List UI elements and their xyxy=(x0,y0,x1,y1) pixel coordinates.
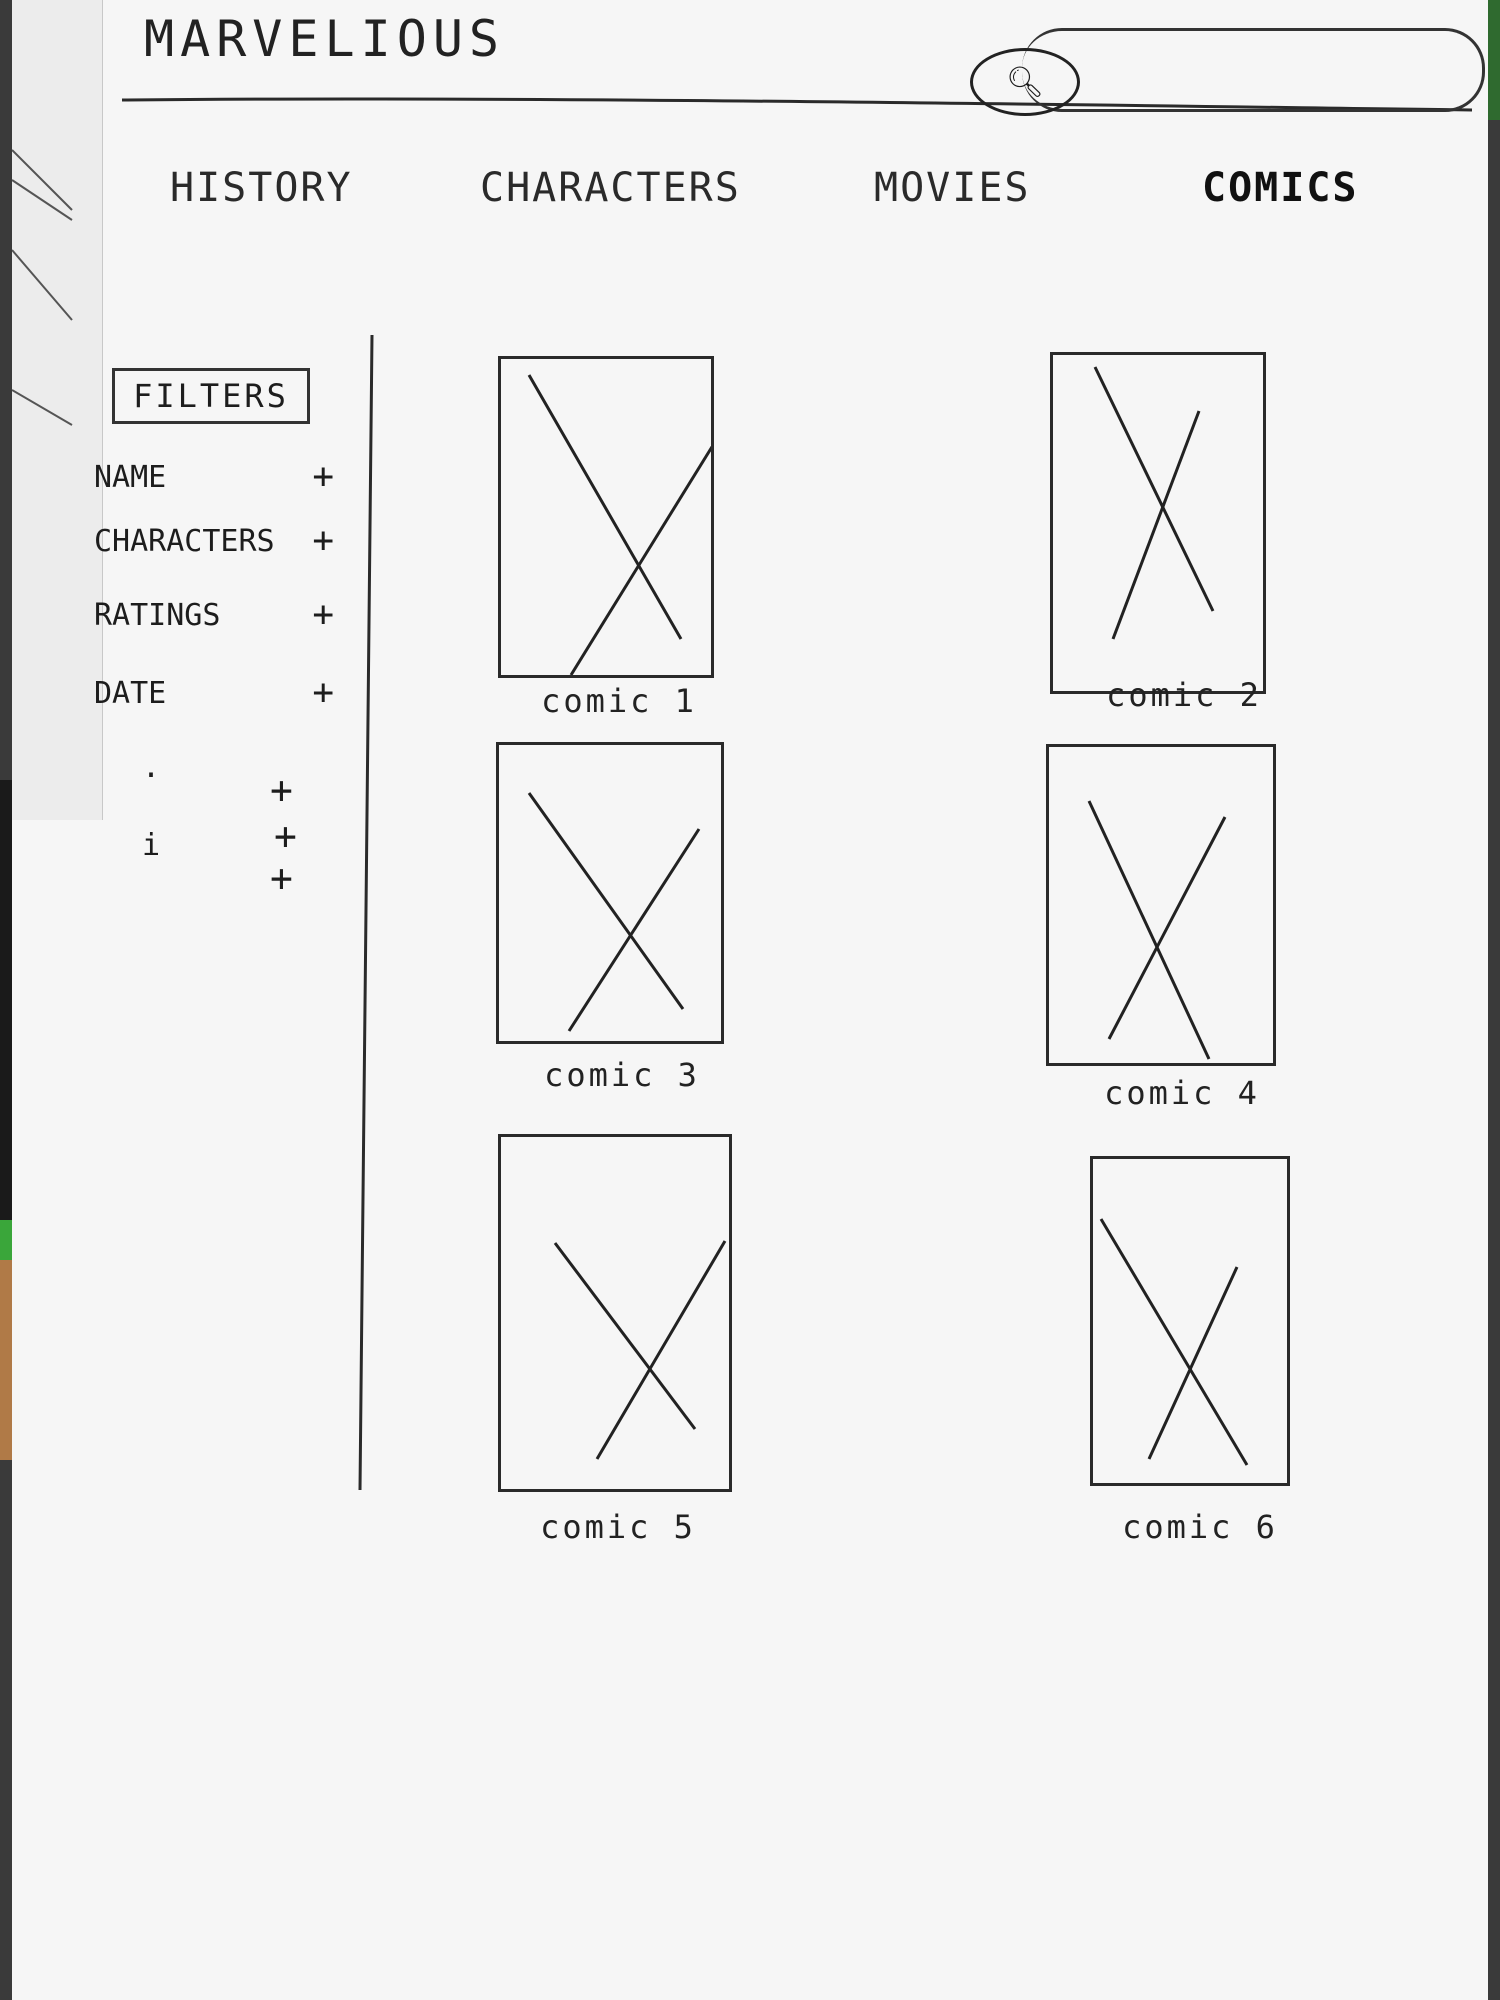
app-logo[interactable]: MARVELIOUS xyxy=(144,10,506,68)
nav-movies[interactable]: MOVIES xyxy=(874,165,1031,211)
image-placeholder-icon xyxy=(1099,1218,1249,1466)
search-input[interactable] xyxy=(1022,28,1485,112)
background-green xyxy=(0,1220,14,1260)
filter-label: DATE xyxy=(94,676,167,711)
comic-title[interactable]: comic 4 xyxy=(1104,1074,1260,1112)
image-placeholder-icon xyxy=(1087,800,1227,1060)
comic-title[interactable]: comic 1 xyxy=(541,682,697,720)
image-placeholder-icon xyxy=(1093,366,1215,640)
search-icon: 🔍︎ xyxy=(1005,64,1045,100)
comic-card[interactable] xyxy=(1050,352,1266,694)
image-placeholder-icon xyxy=(527,374,725,676)
sketch-lines xyxy=(12,97,1473,1491)
expand-icon[interactable]: + xyxy=(270,768,293,812)
expand-icon[interactable]: + xyxy=(312,672,334,713)
filter-more-mark: i xyxy=(142,828,161,863)
wireframe-sheet: MARVELIOUS 🔍︎ HISTORY CHARACTERS MOVIES … xyxy=(12,0,1488,2000)
comic-card[interactable] xyxy=(1090,1156,1290,1486)
filter-label: CHARACTERS xyxy=(94,524,275,559)
expand-icon[interactable]: + xyxy=(312,456,334,497)
image-placeholder-icon xyxy=(527,792,701,1032)
comic-card[interactable] xyxy=(496,742,724,1044)
image-placeholder-icon xyxy=(553,1240,727,1460)
nav-characters[interactable]: CHARACTERS xyxy=(480,165,741,211)
comic-card[interactable] xyxy=(498,356,725,678)
comic-title[interactable]: comic 3 xyxy=(544,1056,700,1094)
nav-history[interactable]: HISTORY xyxy=(170,165,353,211)
filters-title: FILTERS xyxy=(112,368,310,424)
filter-date[interactable]: DATE + xyxy=(94,672,334,720)
nav-comics[interactable]: COMICS xyxy=(1202,165,1359,211)
comic-title[interactable]: comic 2 xyxy=(1106,676,1262,714)
filter-ratings[interactable]: RATINGS + xyxy=(94,594,334,642)
comic-card[interactable] xyxy=(1046,744,1276,1066)
comic-title[interactable]: comic 6 xyxy=(1122,1508,1278,1546)
expand-icon[interactable]: + xyxy=(270,856,293,900)
comic-card[interactable] xyxy=(498,1134,732,1492)
underlying-sheet xyxy=(12,0,103,820)
search-button[interactable]: 🔍︎ xyxy=(970,48,1080,116)
background-corner xyxy=(1486,0,1500,120)
expand-icon[interactable]: + xyxy=(274,814,297,858)
filter-characters[interactable]: CHARACTERS + xyxy=(94,520,334,568)
filter-name[interactable]: NAME + xyxy=(94,456,334,504)
expand-icon[interactable]: + xyxy=(312,520,334,561)
filter-label: RATINGS xyxy=(94,598,221,633)
expand-icon[interactable]: + xyxy=(312,594,334,635)
comic-title[interactable]: comic 5 xyxy=(540,1508,696,1546)
filter-more-mark: . xyxy=(142,750,161,785)
filter-label: NAME xyxy=(94,460,167,495)
